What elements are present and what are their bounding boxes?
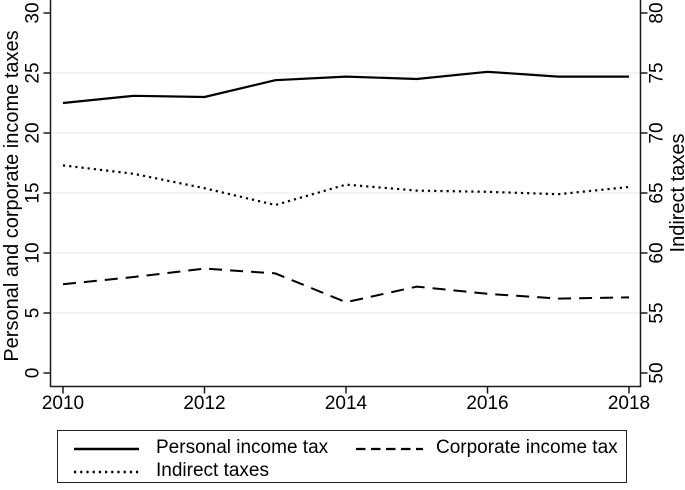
right-tick-label: 70 <box>647 122 668 143</box>
x-tick-label: 2012 <box>183 393 225 414</box>
legend-label: Personal income tax <box>156 437 329 459</box>
left-tick-label: 20 <box>23 122 44 143</box>
right-tick-label: 65 <box>647 182 668 203</box>
dashed-line-swatch-icon <box>356 447 423 451</box>
right-axis-title: Indirect taxes <box>667 134 685 253</box>
series-line-indirect-taxes <box>62 164 630 207</box>
left-tick-label: 25 <box>23 62 44 83</box>
right-tick-label: 55 <box>647 302 668 323</box>
plot-canvas: 0 5 10 15 20 25 30 50 55 60 65 70 75 80 2010 2012 2014 20… <box>1 0 685 414</box>
x-tick-label: 2016 <box>466 393 508 414</box>
x-tick-label: 2010 <box>42 393 84 414</box>
series-lines <box>62 70 630 304</box>
left-axis-title: Personal and corporate income taxes <box>1 30 23 361</box>
right-tick-label: 50 <box>647 362 668 383</box>
left-tick-label: 5 <box>23 308 44 319</box>
right-tick-label: 60 <box>647 242 668 263</box>
right-tick-label: 80 <box>647 2 668 23</box>
legend-label: Corporate income tax <box>436 437 618 459</box>
tick-marks <box>43 12 648 394</box>
right-tick-label: 75 <box>647 62 668 83</box>
solid-line-swatch-icon <box>74 447 139 451</box>
left-tick-label: 15 <box>23 182 44 203</box>
series-line-corporate-income-tax <box>62 267 630 304</box>
x-tick-label: 2018 <box>608 393 650 414</box>
x-tick-label: 2014 <box>325 393 368 414</box>
left-tick-label: 30 <box>23 2 44 23</box>
left-tick-label: 10 <box>23 242 44 263</box>
left-tick-label: 0 <box>23 368 44 379</box>
gridlines <box>51 72 640 314</box>
tick-labels: 0 5 10 15 20 25 30 50 55 60 65 70 75 80 2010 2012 2014 20… <box>23 2 668 414</box>
legend-label: Indirect taxes <box>156 460 269 482</box>
legend-box: Personal income tax Corporate income tax… <box>57 430 627 483</box>
series-line-personal-income-tax <box>62 70 629 105</box>
dotted-line-swatch-icon <box>74 470 139 474</box>
